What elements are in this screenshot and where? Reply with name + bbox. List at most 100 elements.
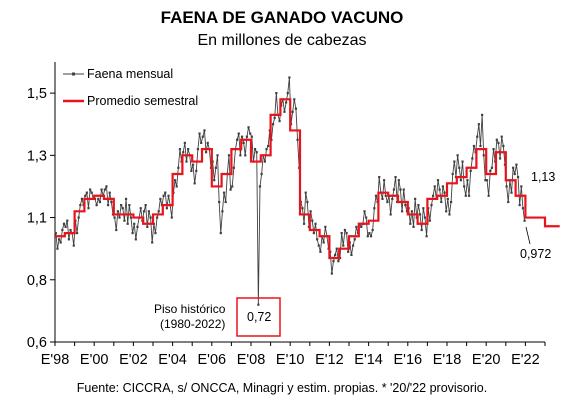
monthly-point (253, 148, 257, 151)
y-tick-label: 1,1 (27, 211, 47, 227)
monthly-point (371, 228, 374, 232)
monthly-point (149, 216, 152, 219)
monthly-point (399, 188, 402, 191)
semester-step-line (55, 98, 560, 260)
monthly-point (183, 141, 186, 144)
monthly-point (72, 244, 75, 247)
monthly-point (476, 135, 479, 138)
monthly-point (417, 204, 420, 207)
monthly-point (147, 210, 151, 213)
monthly-point (221, 210, 224, 213)
monthly-point (458, 166, 461, 169)
hist-low-label-2: (1980-2022) (160, 317, 225, 331)
monthly-point (133, 222, 136, 225)
x-tick-label: E'08 (237, 352, 266, 368)
monthly-point (165, 207, 168, 210)
monthly-point (322, 241, 325, 244)
monthly-point (479, 144, 482, 148)
x-tick-label: E'98 (41, 352, 70, 368)
hist-low-label-1: Piso histórico (154, 302, 226, 316)
monthly-point (391, 197, 394, 200)
monthly-point (129, 216, 133, 219)
x-tick-label: E'10 (276, 352, 305, 368)
monthly-point (402, 188, 405, 191)
monthly-point (87, 207, 90, 210)
x-tick-label: E'22 (511, 352, 540, 368)
last-semester-label: 0,972 (520, 247, 551, 261)
monthly-point (115, 228, 118, 232)
monthly-point (446, 197, 449, 200)
monthly-point (513, 172, 516, 176)
monthly-point (146, 225, 149, 228)
monthly-point (510, 191, 513, 194)
monthly-point (374, 194, 378, 197)
monthly-point (463, 185, 466, 188)
monthly-point (337, 260, 340, 263)
monthly-point (77, 216, 80, 219)
monthly-point (443, 191, 446, 194)
monthly-point (167, 194, 170, 197)
monthly-point (216, 154, 219, 157)
y-ticks: 0,6 0,8 1,1 1,3 1,5 (27, 86, 55, 351)
monthly-point (404, 204, 407, 207)
monthly-point (214, 166, 217, 169)
monthly-point (505, 185, 508, 188)
y-tick-label: 1,5 (27, 86, 47, 102)
monthly-point (116, 210, 119, 213)
monthly-point (347, 250, 350, 253)
monthly-point (302, 222, 306, 225)
chart-source: Fuente: CICCRA, s/ ONCCA, Minagri y esti… (76, 381, 488, 395)
monthly-point (232, 166, 235, 169)
legend: Faena mensual Promedio semestral (63, 67, 198, 108)
monthly-point (80, 197, 84, 200)
monthly-point (485, 179, 489, 182)
monthly-point (507, 200, 510, 204)
monthly-point (139, 207, 142, 210)
monthly-point (502, 144, 505, 148)
monthly-point (422, 207, 425, 210)
monthly-point (410, 210, 413, 213)
monthly-point (436, 179, 440, 182)
monthly-point (332, 260, 335, 263)
monthly-point (285, 101, 288, 104)
monthly-point (353, 238, 356, 241)
monthly-point (412, 225, 415, 228)
monthly-point (309, 210, 312, 213)
monthly-point (516, 176, 520, 179)
monthly-point (386, 200, 389, 204)
monthly-point (173, 179, 177, 182)
monthly-point (497, 141, 500, 144)
monthly-point (144, 204, 147, 207)
monthly-point (151, 241, 154, 244)
monthly-point (196, 148, 200, 151)
monthly-point (343, 228, 347, 232)
x-tick-label: E'16 (394, 352, 423, 368)
chart-subtitle: En millones de cabezas (197, 32, 367, 49)
annotations: Piso histórico (1980-2022) 0,72 1,13 0,9… (154, 170, 555, 337)
monthly-point (84, 194, 87, 197)
monthly-point (397, 179, 400, 182)
x-tick-label: E'14 (354, 352, 383, 368)
monthly-point (162, 194, 165, 197)
monthly-point (521, 207, 525, 210)
monthly-point (85, 191, 88, 194)
monthly-point (61, 228, 64, 232)
legend-monthly-label: Faena mensual (87, 67, 173, 81)
monthly-point (459, 179, 462, 182)
monthly-point (193, 182, 196, 185)
monthly-point (512, 166, 515, 169)
monthly-point (265, 148, 268, 151)
x-tick-label: E'20 (472, 352, 501, 368)
monthly-point (335, 247, 338, 250)
monthly-point (384, 194, 387, 197)
monthly-point (311, 219, 314, 222)
monthly-point (453, 160, 456, 163)
monthly-point (423, 216, 427, 219)
monthly-point (247, 126, 250, 129)
monthly-point (260, 172, 263, 176)
monthly-point (242, 141, 245, 144)
monthly-point (56, 247, 59, 250)
monthly-point (240, 135, 244, 138)
monthly-point (123, 219, 126, 222)
monthly-point (201, 135, 204, 138)
